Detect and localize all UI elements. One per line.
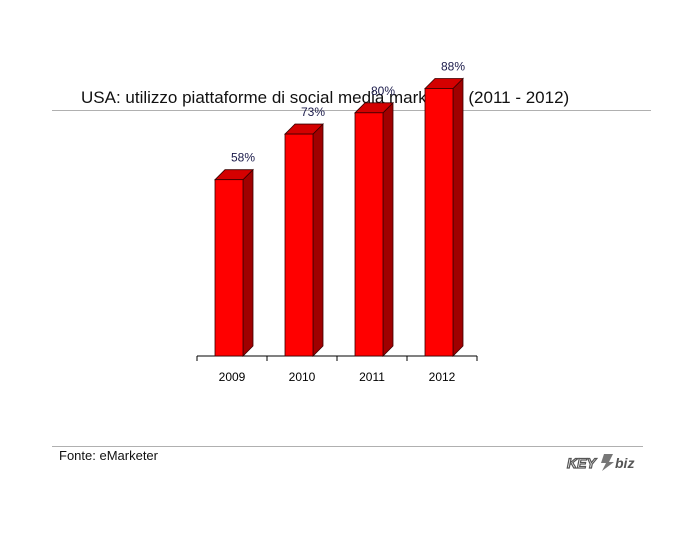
data-label-2012: 88% — [441, 59, 465, 73]
data-label-2010: 73% — [301, 105, 325, 119]
logo-text-left: KEY — [567, 455, 597, 471]
bar-2010 — [284, 133, 314, 357]
x-tick-label-2011: 2011 — [359, 370, 385, 384]
bar-2011 — [354, 112, 384, 357]
bar-side-2011 — [382, 101, 394, 357]
footer-divider — [52, 446, 643, 447]
x-tick-label-2012: 2012 — [429, 370, 456, 384]
bar-side-2010 — [312, 123, 324, 357]
key4biz-logo: KEY biz — [566, 454, 634, 472]
source-note: Fonte: eMarketer — [59, 448, 158, 463]
bar-side-2009 — [242, 168, 254, 357]
bar-side-2012 — [452, 77, 464, 357]
x-tick-label-2009: 2009 — [219, 370, 246, 384]
title-divider — [52, 110, 651, 111]
bar-2012 — [424, 88, 454, 357]
bar-2009 — [214, 179, 244, 357]
logo-text-right: biz — [615, 455, 634, 471]
logo-bolt-icon — [601, 454, 614, 471]
data-label-2009: 58% — [231, 151, 255, 165]
x-tick-label-2010: 2010 — [289, 370, 316, 384]
data-label-2011: 80% — [371, 84, 395, 98]
